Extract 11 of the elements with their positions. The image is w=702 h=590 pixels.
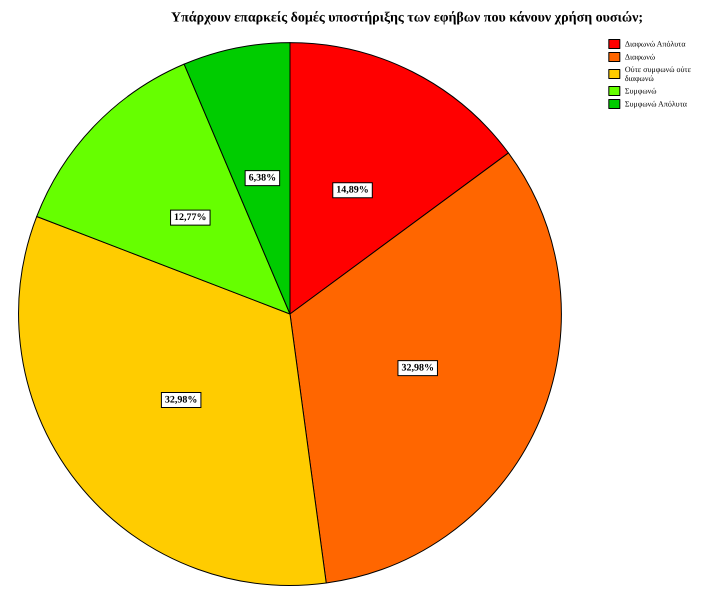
legend-label: Συμφωνώ Απόλυτα	[624, 100, 688, 108]
chart-title: Υπάρχουν επαρκείς δομές υποστήριξης των εφήβων που κάνουν χρήση ουσιών;	[170, 10, 644, 26]
data-label: 32,98%	[401, 362, 434, 374]
legend-label: Συμφωνώ	[624, 86, 656, 96]
data-label: 14,89%	[336, 184, 369, 196]
legend-label: Διαφωνώ Απόλυτα	[624, 40, 686, 48]
legend-label: Διαφωνώ	[624, 52, 656, 62]
data-label: 12,77%	[174, 212, 207, 224]
legend-label: Ούτε συμφωνώ ούτε διαφωνώ	[624, 65, 692, 83]
data-label: 32,98%	[164, 394, 198, 406]
data-label: 6,38%	[248, 172, 276, 184]
